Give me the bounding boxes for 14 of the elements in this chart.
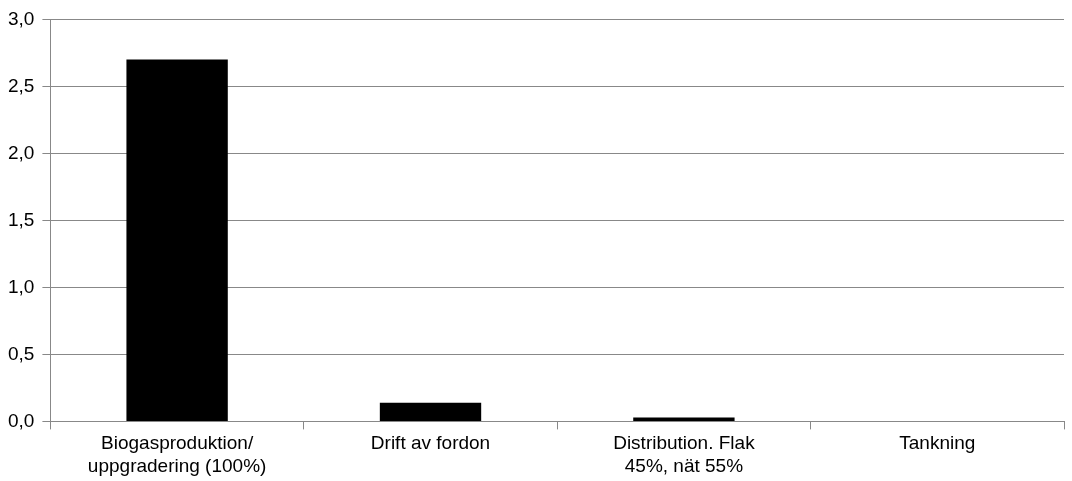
bar bbox=[633, 417, 735, 421]
y-tick-label: 0,5 bbox=[7, 342, 35, 364]
y-tick-label: 1,5 bbox=[7, 208, 35, 230]
y-tick-label: 3,0 bbox=[7, 7, 35, 29]
x-tick-label: Distribution. Flak 45%, nät 55% bbox=[613, 432, 756, 476]
y-tick-label: 1,0 bbox=[7, 275, 35, 297]
x-tick-label: Drift av fordon bbox=[370, 432, 491, 454]
x-tick-label: Biogasproduktion/ uppgradering (100%) bbox=[87, 432, 267, 476]
x-tick-label: Tankning bbox=[899, 432, 976, 454]
y-tick-label: 0,0 bbox=[7, 409, 35, 431]
bar bbox=[379, 402, 482, 421]
y-tick-label: 2,5 bbox=[7, 74, 35, 96]
y-tick-label: 2,0 bbox=[7, 141, 35, 163]
bar bbox=[126, 59, 228, 421]
